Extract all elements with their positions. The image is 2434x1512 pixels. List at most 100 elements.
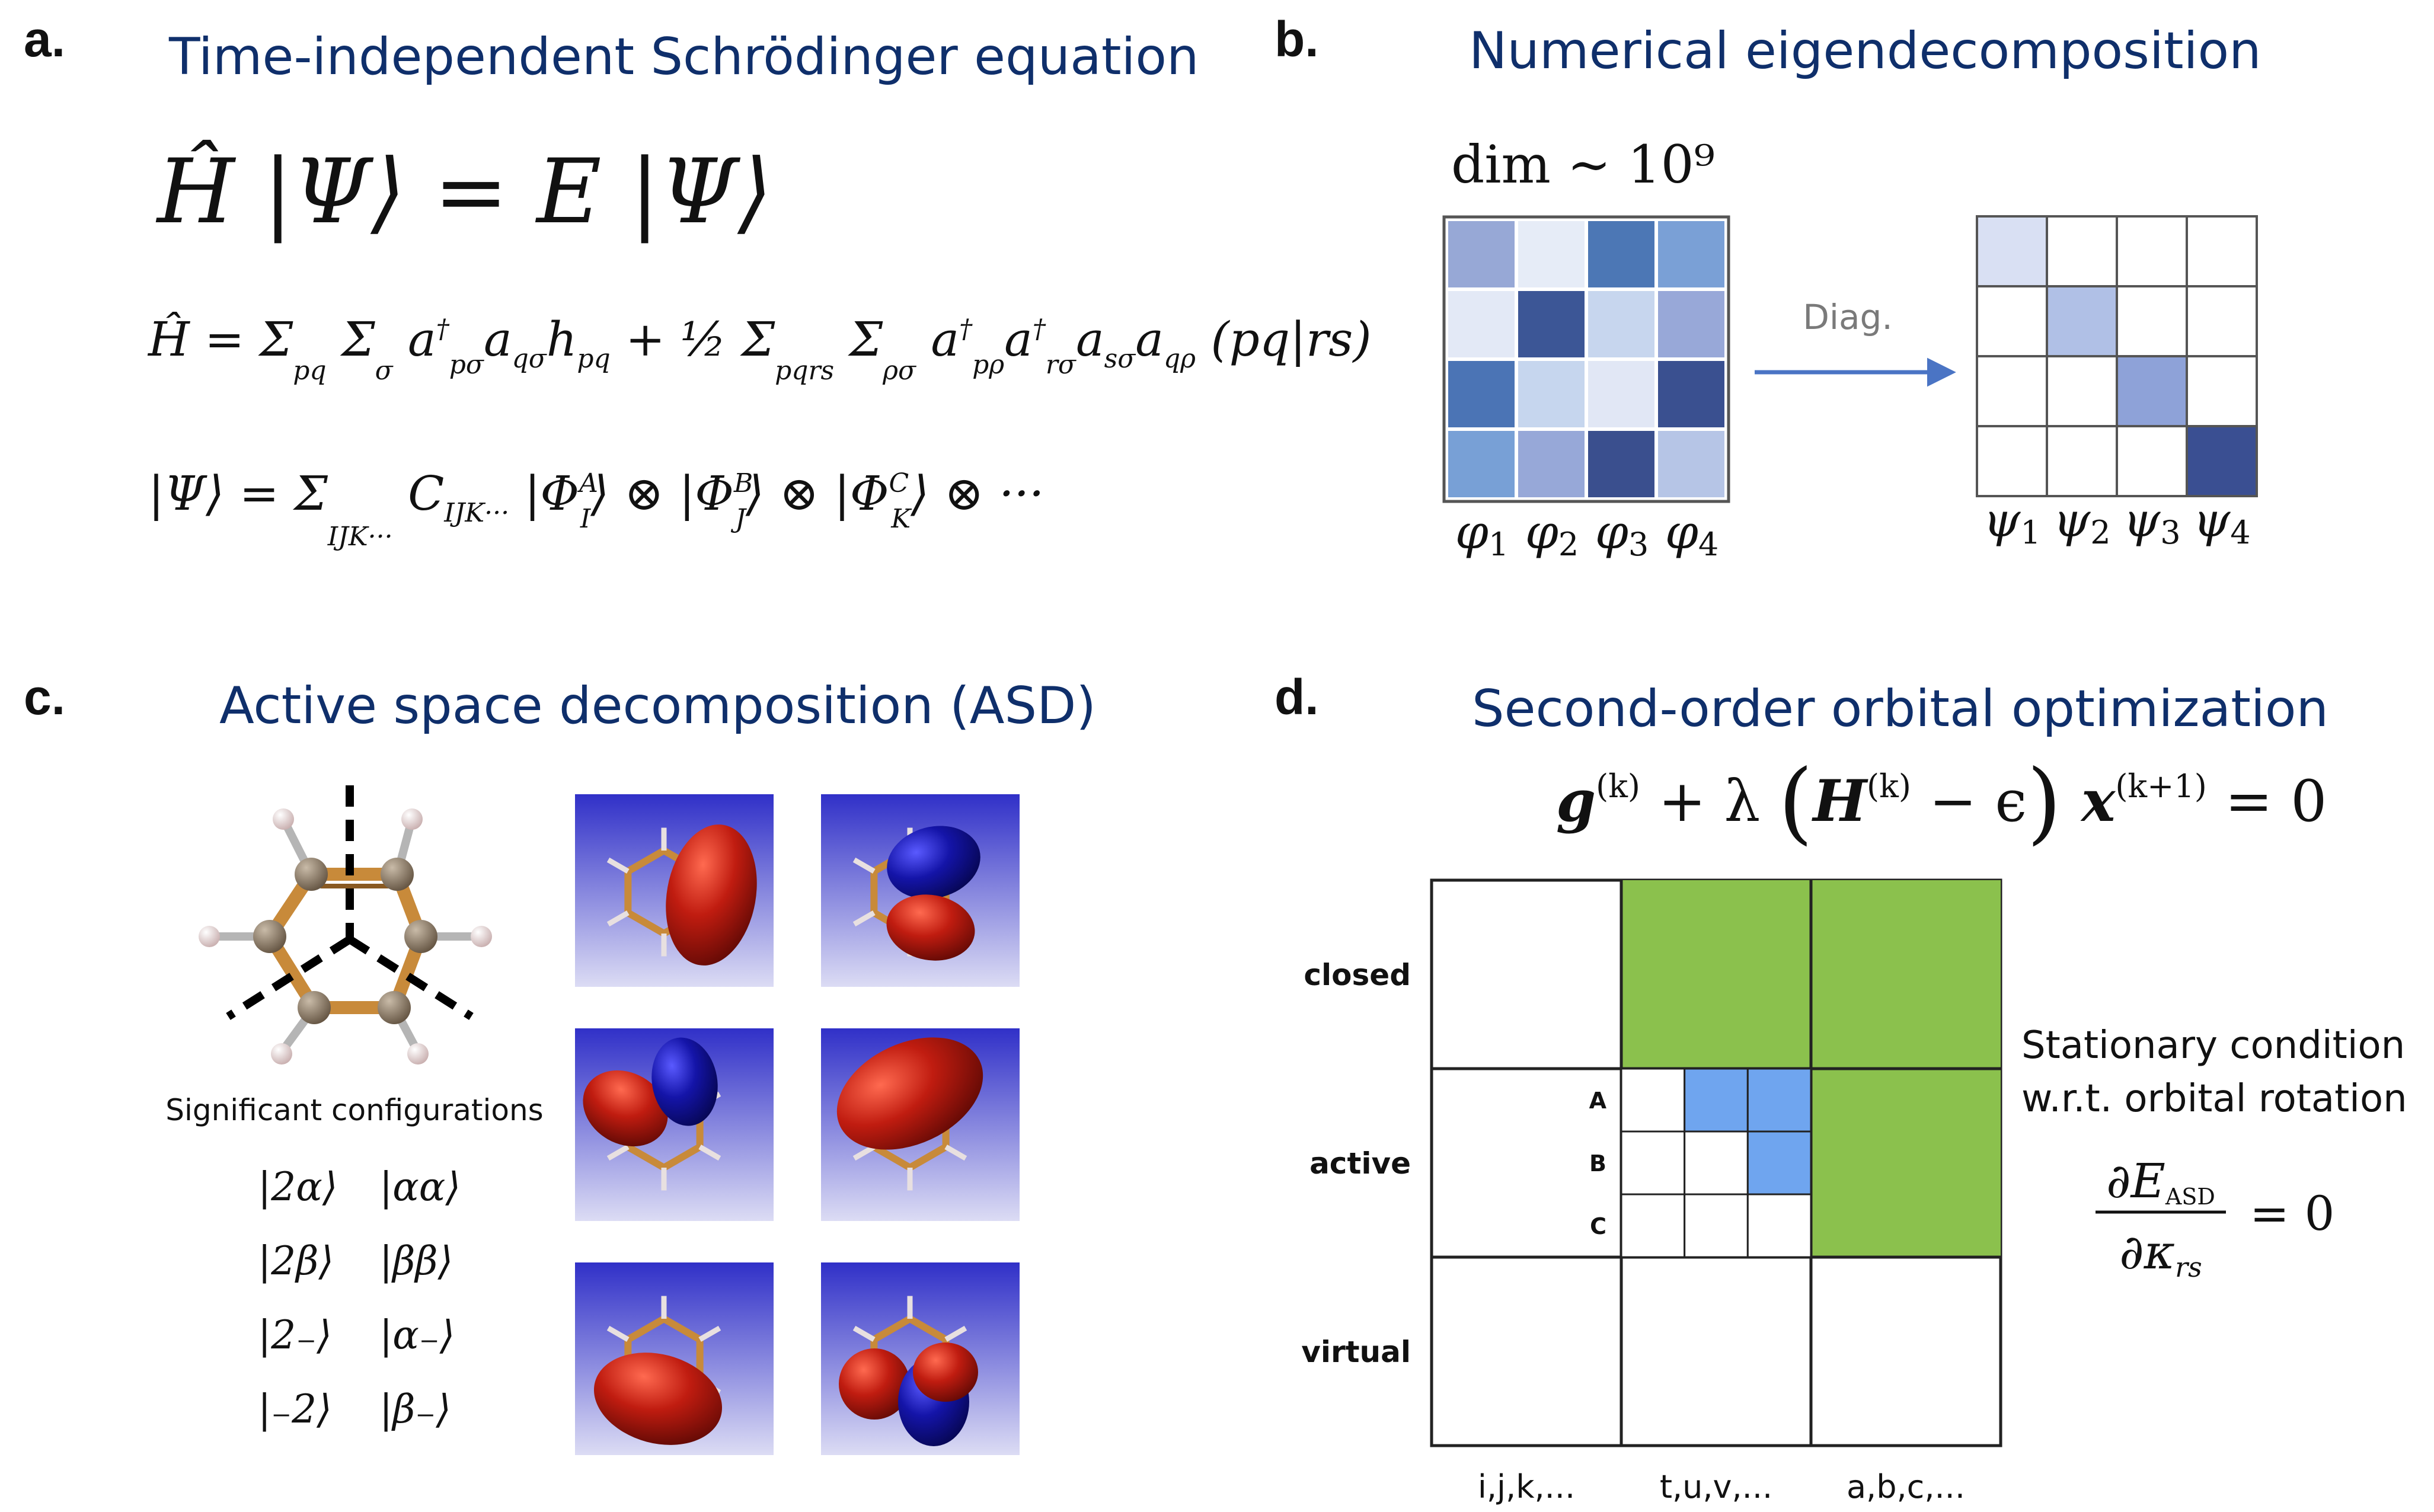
dense-matrix-cell xyxy=(1448,361,1515,427)
configuration-ket: |αα⟩ xyxy=(379,1164,461,1210)
dense-matrix-cell xyxy=(1658,361,1724,427)
basis-label: φ3 xyxy=(1595,504,1649,563)
white-subblock xyxy=(1620,1067,1686,1133)
active-sub-label: B xyxy=(1589,1150,1606,1177)
dense-matrix-cell xyxy=(1588,221,1654,287)
dense-matrix-cell xyxy=(1518,221,1585,287)
eigenvalue-cell xyxy=(1976,215,2048,287)
orbital-3-icon xyxy=(575,1028,774,1221)
zero-cell xyxy=(2186,215,2258,287)
panel-b-title: Numerical eigendecomposition xyxy=(1469,21,2261,81)
configuration-ket: |β₋⟩ xyxy=(379,1386,451,1432)
basis-label: φ2 xyxy=(1525,504,1579,563)
configuration-ket: |ββ⟩ xyxy=(379,1238,453,1284)
panel-b-label: b. xyxy=(1275,11,1319,67)
active-sub-label: C xyxy=(1590,1213,1606,1239)
hamiltonian-equation: Ĥ = Σpq Σσ a†pσaqσhpq + ½ Σpqrs Σρσ a†pρ… xyxy=(147,311,1372,386)
blue-subblock xyxy=(1684,1067,1749,1133)
white-subblock xyxy=(1620,1130,1686,1195)
diag-arrow-label: Diag. xyxy=(1803,297,1893,337)
green-block xyxy=(1811,880,2001,1069)
eigenvector-label: ψ1 xyxy=(1983,493,2040,551)
basis-label: φ1 xyxy=(1455,504,1509,563)
row-label: virtual xyxy=(1301,1335,1411,1369)
eigenvalue-cell xyxy=(2186,425,2258,497)
orbital-6-icon xyxy=(821,1262,1020,1455)
zero-cell xyxy=(2116,215,2188,287)
orbital-5-icon xyxy=(575,1262,774,1455)
dense-matrix-cell xyxy=(1588,431,1654,497)
blue-subblock xyxy=(1746,1067,1812,1133)
svg-text:∂EASD: ∂EASD xyxy=(2106,1153,2215,1210)
zero-cell xyxy=(1976,425,2048,497)
dense-matrix-cell xyxy=(1588,291,1654,357)
orbital-1-icon xyxy=(575,794,774,987)
blue-subblock xyxy=(1746,1130,1812,1195)
schrodinger-equation: Ĥ |Ψ⟩ = E |Ψ⟩ xyxy=(155,140,772,244)
zero-cell xyxy=(2046,355,2118,427)
panel-d-title: Second-order orbital optimization xyxy=(1472,679,2328,739)
eigenvector-label: ψ3 xyxy=(2123,493,2180,551)
eigenvector-label: ψ2 xyxy=(2053,493,2110,551)
basis-labels: φ1 φ2 φ3 φ4 xyxy=(1455,504,1719,563)
dense-matrix-cell xyxy=(1518,361,1585,427)
zero-cell xyxy=(2186,285,2258,357)
svg-text:= 0: = 0 xyxy=(2250,1186,2334,1241)
orbital-4-icon xyxy=(821,1028,1020,1221)
dense-matrix-cell xyxy=(1518,431,1585,497)
green-block xyxy=(1621,880,1811,1069)
dimension-label: dim ∼ 10⁹ xyxy=(1451,134,1715,195)
configuration-list: |2α⟩ |αα⟩ |2β⟩ |ββ⟩ |2₋⟩ |α₋⟩ |₋2⟩ |β₋⟩ xyxy=(258,1164,461,1432)
basis-label: φ4 xyxy=(1665,504,1719,563)
diagonal-matrix xyxy=(1976,215,2258,497)
column-label: a,b,c,... xyxy=(1847,1468,1965,1505)
panel-d: d. Second-order orbital optimization g(k… xyxy=(1275,669,2407,1505)
panel-d-label: d. xyxy=(1275,669,1319,725)
white-subblock xyxy=(1746,1193,1812,1258)
zero-cell xyxy=(2186,355,2258,427)
white-subblock xyxy=(1620,1193,1686,1258)
zero-cell xyxy=(2116,425,2188,497)
panel-a: a. Time-independent Schrödinger equation… xyxy=(24,11,1372,552)
eigenvector-label: ψ4 xyxy=(2193,493,2250,551)
green-block xyxy=(1811,1069,2001,1257)
white-subblock xyxy=(1684,1193,1749,1258)
row-label: active xyxy=(1309,1146,1411,1181)
configs-heading: Significant configurations xyxy=(165,1093,543,1127)
orbital-grid xyxy=(575,794,1020,1455)
eigenvalue-cell xyxy=(2116,355,2188,427)
zero-cell xyxy=(2046,215,2118,287)
active-sub-label: A xyxy=(1589,1088,1607,1114)
side-text-line-1: Stationary condition xyxy=(2021,1024,2405,1067)
svg-text:∂κrs: ∂κrs xyxy=(2119,1225,2202,1283)
dense-matrix-cell xyxy=(1658,431,1724,497)
configuration-ket: |2₋⟩ xyxy=(258,1312,332,1358)
side-text-line-2: w.r.t. orbital rotation xyxy=(2021,1077,2407,1121)
eigenvalue-cell xyxy=(2046,285,2118,357)
zero-cell xyxy=(2116,285,2188,357)
eigen-labels: ψ1 ψ2 ψ3 ψ4 xyxy=(1983,493,2250,551)
configuration-ket: |2β⟩ xyxy=(258,1238,334,1284)
dense-matrix-cell xyxy=(1658,291,1724,357)
white-subblock xyxy=(1684,1130,1749,1195)
row-label: closed xyxy=(1304,958,1411,992)
panel-b: b. Numerical eigendecomposition dim ∼ 10… xyxy=(1275,11,2261,563)
dense-matrix-cell xyxy=(1588,361,1654,427)
dense-matrix-cell xyxy=(1448,221,1515,287)
zero-cell xyxy=(2046,425,2118,497)
dense-matrix xyxy=(1442,215,1730,503)
dense-matrix-cell xyxy=(1658,221,1724,287)
configuration-ket: |2α⟩ xyxy=(258,1164,338,1210)
panel-c-title: Active space decomposition (ASD) xyxy=(219,676,1096,736)
dense-matrix-cell xyxy=(1448,431,1515,497)
newton-equation: g(k) + λ (H(k) − ϵ) x(k+1) = 0 xyxy=(1556,751,2327,854)
panel-a-label: a. xyxy=(24,11,65,67)
configuration-ket: |α₋⟩ xyxy=(379,1312,455,1358)
wavefunction-equation: |Ψ⟩ = ΣIJK··· CIJK··· |ΦA I⟩ ⊗ |ΦB J⟩ ⊗ |Φ… xyxy=(148,466,1044,552)
dense-matrix-cell xyxy=(1448,291,1515,357)
column-label: t,u,v,... xyxy=(1660,1468,1772,1505)
zero-cell xyxy=(1976,285,2048,357)
configuration-ket: |₋2⟩ xyxy=(258,1386,332,1432)
